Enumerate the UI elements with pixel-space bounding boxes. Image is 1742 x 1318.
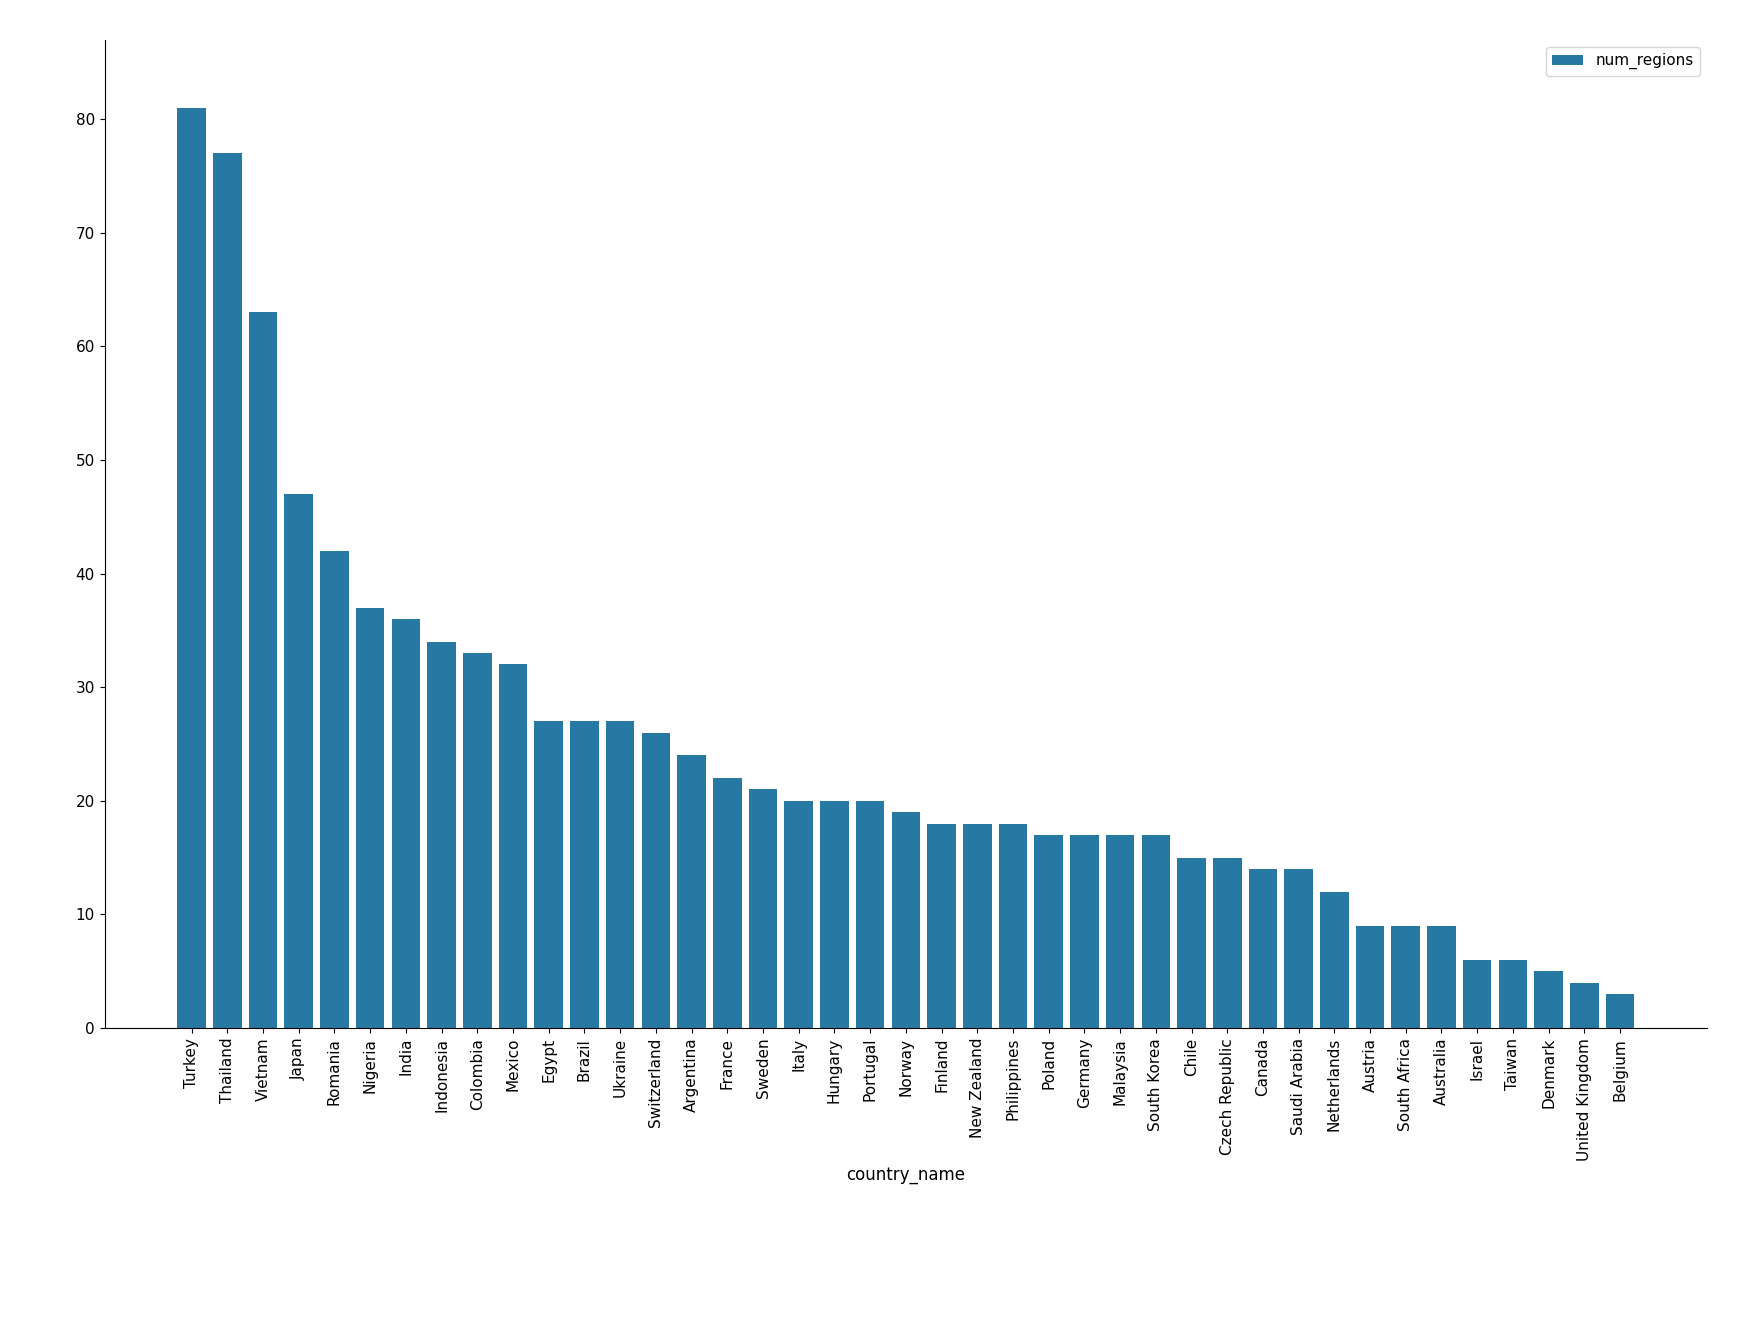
Bar xyxy=(963,824,991,1028)
Bar xyxy=(498,664,528,1028)
Bar xyxy=(1178,858,1205,1028)
Bar xyxy=(678,755,706,1028)
Bar xyxy=(1535,971,1563,1028)
Bar xyxy=(1284,869,1313,1028)
Bar xyxy=(1355,925,1385,1028)
Bar xyxy=(355,608,385,1028)
Bar xyxy=(1212,858,1242,1028)
Bar xyxy=(392,619,420,1028)
Bar xyxy=(855,801,885,1028)
Bar xyxy=(1498,960,1528,1028)
Bar xyxy=(570,721,599,1028)
Bar xyxy=(249,312,277,1028)
Bar xyxy=(892,812,920,1028)
Bar xyxy=(1106,834,1134,1028)
Bar xyxy=(820,801,848,1028)
Bar xyxy=(712,778,742,1028)
Bar xyxy=(463,654,491,1028)
Bar xyxy=(1427,925,1456,1028)
Bar xyxy=(749,789,777,1028)
Bar xyxy=(535,721,563,1028)
Bar xyxy=(1249,869,1277,1028)
Bar xyxy=(998,824,1028,1028)
Bar xyxy=(1035,834,1063,1028)
Bar xyxy=(641,733,671,1028)
Bar xyxy=(1570,983,1599,1028)
Bar xyxy=(1463,960,1491,1028)
Bar xyxy=(784,801,814,1028)
Bar xyxy=(606,721,634,1028)
Bar xyxy=(1392,925,1420,1028)
Bar xyxy=(427,642,456,1028)
Bar xyxy=(927,824,956,1028)
Bar xyxy=(178,108,206,1028)
Bar xyxy=(284,494,314,1028)
Bar xyxy=(321,551,348,1028)
Bar xyxy=(1320,892,1348,1028)
Bar xyxy=(213,153,242,1028)
Bar xyxy=(1070,834,1099,1028)
Legend: num_regions: num_regions xyxy=(1547,47,1700,75)
Bar xyxy=(1141,834,1171,1028)
X-axis label: country_name: country_name xyxy=(847,1166,965,1184)
Bar xyxy=(1606,994,1634,1028)
